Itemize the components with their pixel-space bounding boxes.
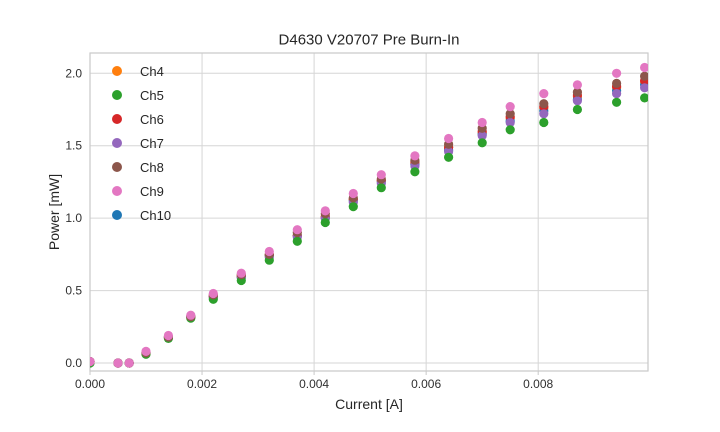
svg-text:1.0: 1.0 xyxy=(65,211,82,225)
x-tick-labels: 0.000 0.002 0.004 0.006 0.008 xyxy=(75,377,554,391)
svg-text:0.006: 0.006 xyxy=(411,377,441,391)
svg-text:0.002: 0.002 xyxy=(187,377,217,391)
legend-marker-ch8-icon xyxy=(112,162,122,172)
legend-marker-ch6-icon xyxy=(112,114,122,124)
legend-item-ch5: Ch5 xyxy=(106,83,171,107)
legend-label-ch8: Ch8 xyxy=(140,159,164,175)
legend-label-ch7: Ch7 xyxy=(140,135,164,151)
data-points xyxy=(90,62,648,368)
legend-item-ch9: Ch9 xyxy=(106,179,171,203)
series-ch9-points xyxy=(90,62,648,368)
legend-marker-ch10-icon xyxy=(112,210,122,220)
svg-text:2.0: 2.0 xyxy=(65,66,82,80)
plot-border xyxy=(89,52,649,372)
legend-label-ch6: Ch6 xyxy=(140,111,164,127)
svg-text:0.008: 0.008 xyxy=(523,377,553,391)
x-axis-label: Current [A] xyxy=(335,396,403,412)
plot-background xyxy=(90,53,648,371)
legend-item-ch7: Ch7 xyxy=(106,131,171,155)
legend-marker-ch4-icon xyxy=(112,66,122,76)
legend-item-ch8: Ch8 xyxy=(106,155,171,179)
legend-label-ch4: Ch4 xyxy=(140,63,164,79)
svg-text:0.000: 0.000 xyxy=(75,377,105,391)
svg-text:1.5: 1.5 xyxy=(65,139,82,153)
legend-marker-ch5-icon xyxy=(112,90,122,100)
legend-marker-ch7-icon xyxy=(112,138,122,148)
legend-item-ch4: Ch4 xyxy=(106,59,171,83)
legend: Ch4 Ch5 Ch6 Ch7 Ch8 Ch9 Ch10 xyxy=(106,59,171,227)
legend-marker-ch9-icon xyxy=(112,186,122,196)
svg-text:0.5: 0.5 xyxy=(65,284,82,298)
chart-title: D4630 V20707 Pre Burn-In xyxy=(278,31,460,49)
legend-item-ch6: Ch6 xyxy=(106,107,171,131)
legend-label-ch5: Ch5 xyxy=(140,87,164,103)
y-tick-labels: 0.0 0.5 1.0 1.5 2.0 xyxy=(65,66,82,370)
legend-label-ch10: Ch10 xyxy=(140,207,172,223)
x-tick-marks xyxy=(89,371,539,375)
legend-label-ch9: Ch9 xyxy=(140,183,164,199)
legend-item-ch10: Ch10 xyxy=(106,203,171,227)
svg-text:0.0: 0.0 xyxy=(65,356,82,370)
svg-text:0.004: 0.004 xyxy=(299,377,329,391)
